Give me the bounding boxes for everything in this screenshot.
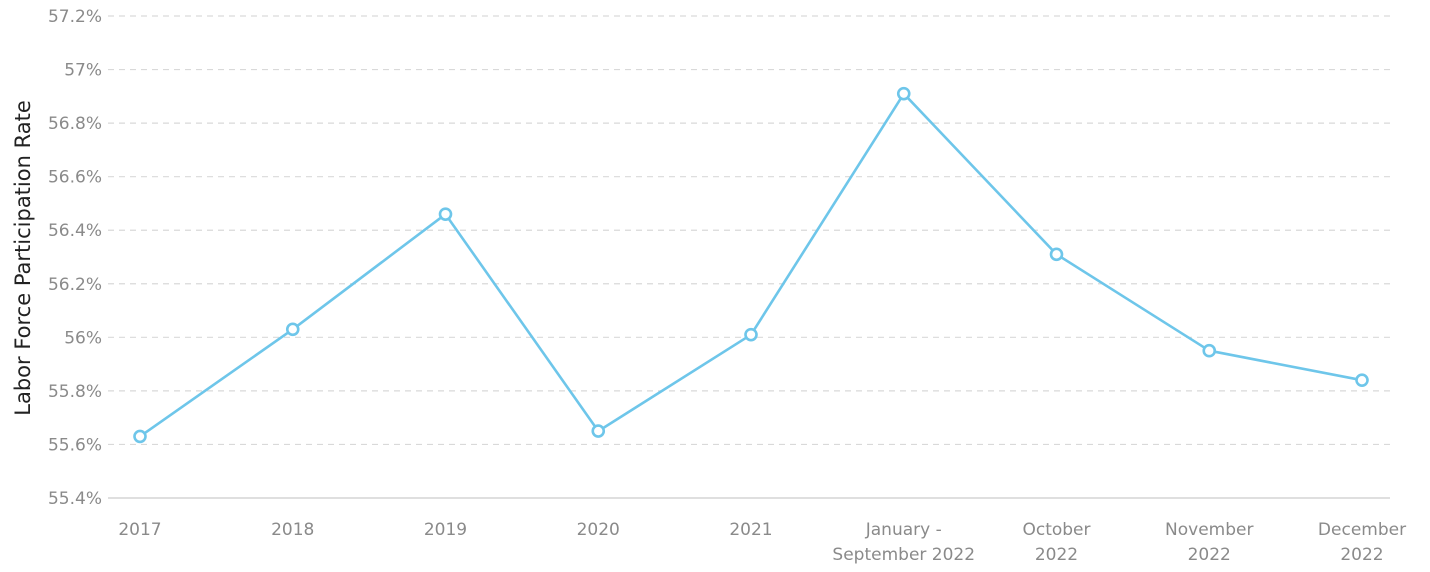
y-tick-label: 57.2% (48, 7, 102, 27)
x-tick-label: 2017 (118, 520, 161, 540)
y-tick-label: 56.4% (48, 221, 102, 241)
x-tick-label: 2019 (424, 520, 467, 540)
y-tick-label: 56.2% (48, 275, 102, 295)
y-tick-label: 56.8% (48, 114, 102, 134)
y-axis-label: Labor Force Participation Rate (11, 100, 35, 415)
y-tick-label: 56.6% (48, 168, 102, 188)
data-point[interactable] (896, 86, 911, 101)
series-line-group (133, 86, 1369, 444)
data-point[interactable] (1049, 247, 1064, 262)
series-line (139, 92, 1363, 438)
data-point[interactable] (438, 207, 453, 221)
x-tick-label: 2020 (577, 520, 620, 540)
x-tick-label: November 2022 (1165, 520, 1253, 565)
x-tick-label: October 2022 (1022, 520, 1090, 565)
data-point[interactable] (1355, 373, 1369, 387)
x-tick-label: January -September 2022 (832, 520, 975, 565)
grid-lines (108, 15, 1390, 499)
y-tick-label: 55.6% (48, 435, 102, 455)
x-tick-label: December 2022 (1318, 520, 1406, 565)
x-axis-ticks: 2017 2018 2019 2020 2021 January -September 2… (118, 520, 1406, 565)
x-tick-label: 2021 (729, 520, 772, 540)
y-tick-label: 56% (64, 328, 102, 348)
y-tick-label: 57% (64, 61, 102, 81)
data-point[interactable] (133, 429, 147, 444)
data-point[interactable] (285, 322, 300, 337)
y-axis-ticks: 55.4% 55.6% 55.8% 56% 56.2% 56.4% 56.6% 56.8% 57… (48, 7, 102, 509)
data-point[interactable] (744, 327, 758, 342)
x-tick-label: 2018 (271, 520, 314, 540)
data-point[interactable] (591, 424, 606, 438)
y-tick-label: 55.8% (48, 382, 102, 402)
y-tick-label: 55.4% (48, 489, 102, 509)
data-point[interactable] (1202, 343, 1217, 358)
